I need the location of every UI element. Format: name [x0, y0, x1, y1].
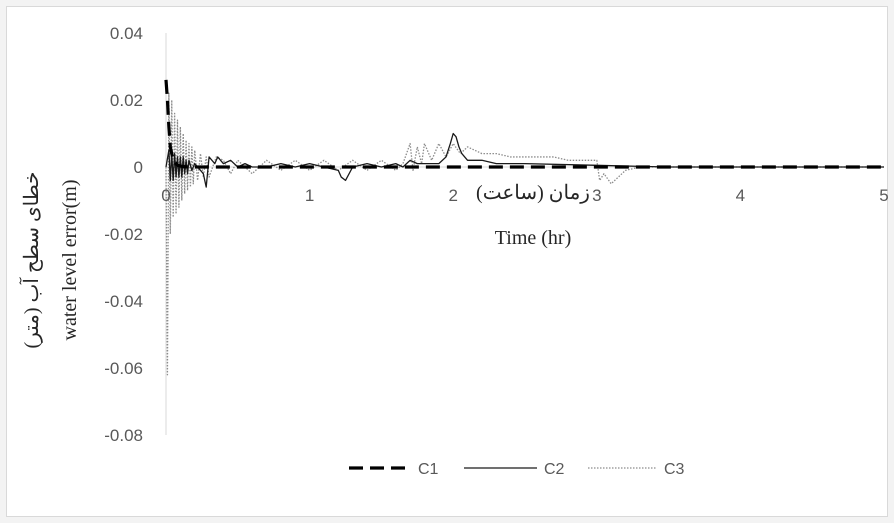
- chart-frame: [6, 6, 888, 517]
- x-tick-label: 3: [592, 186, 601, 205]
- x-axis-label-persian: زمان (ساعت): [476, 182, 590, 204]
- legend-label: C1: [418, 461, 439, 478]
- series-line-c2: [165, 132, 884, 188]
- tick-labels: 0.04 0.02 0 -0.02 -0.04 -0.06 -0.08 0 1 2 3 4 5: [104, 24, 888, 445]
- x-axis-label: Time (hr): [495, 227, 571, 249]
- legend-label: C2: [544, 461, 565, 478]
- legend-label: C3: [664, 461, 685, 478]
- series-line-c1: [164, 79, 884, 169]
- series-lines: [164, 79, 884, 376]
- y-tick-label: 0.02: [110, 91, 143, 110]
- y-tick-label: -0.04: [104, 292, 143, 311]
- legend: C1 C2 C3: [349, 461, 685, 478]
- legend-item-c1: C1: [349, 461, 439, 478]
- x-tick-label: 4: [736, 186, 745, 205]
- x-tick-label: 5: [879, 186, 888, 205]
- y-tick-label: 0: [134, 158, 143, 177]
- y-tick-label: 0.04: [110, 24, 143, 43]
- legend-item-c3: C3: [588, 461, 685, 478]
- x-tick-label: 2: [448, 186, 457, 205]
- y-axis-label-persian: خطای سطح آب (متر): [19, 171, 43, 348]
- y-tick-label: -0.08: [104, 426, 143, 445]
- y-tick-label: -0.02: [104, 225, 143, 244]
- y-axis-label: water level error(m): [59, 179, 81, 340]
- y-tick-label: -0.06: [104, 359, 143, 378]
- x-tick-label: 0: [161, 186, 170, 205]
- legend-item-c2: C2: [464, 461, 565, 478]
- x-tick-label: 1: [305, 186, 314, 205]
